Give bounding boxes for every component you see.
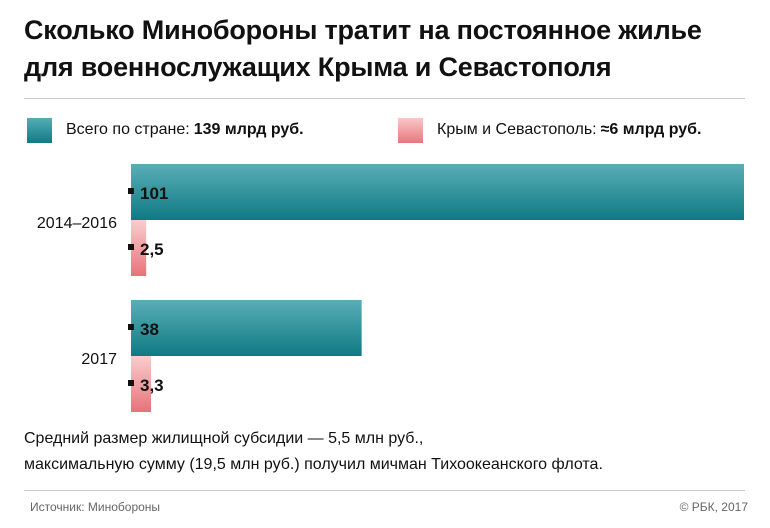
data-label-total-1: 101 bbox=[140, 184, 168, 203]
legend-swatch-crimea bbox=[398, 117, 423, 143]
source-text: Источник: Минобороны bbox=[30, 500, 161, 514]
bar-crimea-2 bbox=[131, 356, 152, 412]
bar-chart: 2014–2016 101 2,5 2017 38 3,3 bbox=[37, 164, 744, 412]
bar-marker-total-1 bbox=[128, 188, 134, 194]
legend-label-crimea: Крым и Севастополь: bbox=[437, 121, 597, 138]
chart-title-line-1: Сколько Минобороны тратит на постоянное … bbox=[24, 15, 702, 45]
note-line-1: Средний размер жилищной субсидии — 5,5 м… bbox=[24, 430, 424, 447]
bar-marker-total-2 bbox=[128, 324, 134, 330]
bar-marker-crimea-1 bbox=[128, 244, 134, 250]
category-label-1: 2014–2016 bbox=[37, 215, 117, 232]
bar-total-2 bbox=[131, 300, 362, 356]
bar-crimea-1 bbox=[131, 220, 147, 276]
chart-title: Сколько Минобороны тратит на постоянное … bbox=[24, 12, 754, 86]
legend-item-crimea: Крым и Севастополь: ≈6 млрд руб. bbox=[398, 117, 701, 143]
bar-total-1 bbox=[131, 164, 744, 220]
copyright-text: © РБК, 2017 bbox=[679, 500, 748, 514]
legend-value-crimea: ≈6 млрд руб. bbox=[600, 121, 702, 138]
legend-value-total: 139 млрд руб. bbox=[193, 121, 304, 138]
legend-swatch-total bbox=[27, 117, 52, 143]
note-line-2: максимальную сумму (19,5 млн руб.) получ… bbox=[24, 456, 603, 473]
data-label-crimea-1: 2,5 bbox=[140, 240, 164, 259]
bar-marker-crimea-2 bbox=[128, 380, 134, 386]
category-label-2: 2017 bbox=[81, 351, 117, 368]
data-label-crimea-2: 3,3 bbox=[140, 376, 164, 395]
bottom-divider bbox=[24, 490, 745, 491]
top-divider bbox=[24, 98, 745, 99]
subsidy-note: Средний размер жилищной субсидии — 5,5 м… bbox=[24, 426, 603, 478]
chart-title-line-2: для военнослужащих Крыма и Севастополя bbox=[24, 52, 612, 82]
data-label-total-2: 38 bbox=[140, 320, 159, 339]
legend-label-total: Всего по стране: bbox=[66, 121, 190, 138]
legend-item-total: Всего по стране: 139 млрд руб. bbox=[27, 117, 304, 143]
